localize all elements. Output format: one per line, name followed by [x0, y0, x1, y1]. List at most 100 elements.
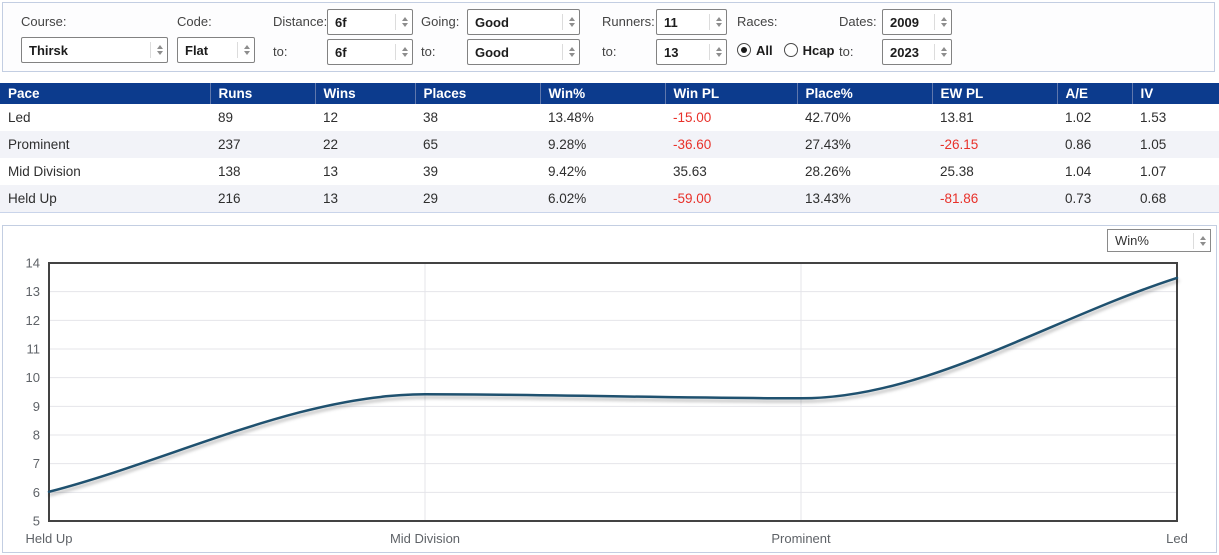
filter-panel: Course: Thirsk Code: Flat Distance: 6f t… — [2, 2, 1215, 72]
going-to-label: to: — [421, 44, 436, 59]
svg-text:14: 14 — [26, 256, 40, 271]
table-cell: -26.15 — [932, 131, 1057, 158]
column-header: Win PL — [664, 83, 797, 104]
table-cell: 39 — [423, 164, 439, 179]
svg-text:9: 9 — [33, 399, 40, 414]
distance-to-select[interactable]: 6f — [327, 39, 413, 65]
races-radio-hcap[interactable] — [783, 43, 798, 57]
table-cell: 9.28% — [540, 131, 665, 158]
table-cell: -59.00 — [665, 185, 797, 212]
svg-text:Prominent: Prominent — [771, 531, 831, 546]
spinner-icon — [934, 44, 947, 60]
column-header: Pace — [0, 83, 210, 104]
spinner-icon — [1193, 232, 1206, 249]
table-cell: 13.81 — [940, 110, 974, 125]
svg-text:5: 5 — [33, 514, 40, 529]
table-cell: 65 — [415, 131, 540, 158]
pace-stats-table: Pace Runs Wins Places Win% Win PL Place% EW PL A… — [0, 83, 1219, 213]
table-cell: Mid Division — [8, 164, 81, 179]
table-cell: 9.42% — [548, 164, 587, 179]
table-cell: 1.04 — [1065, 164, 1092, 179]
spinner-icon — [709, 44, 722, 60]
svg-text:Led: Led — [1166, 531, 1188, 546]
table-cell: 0.86 — [1057, 131, 1132, 158]
going-label: Going: — [421, 14, 460, 29]
svg-text:10: 10 — [26, 370, 40, 385]
table-cell: 22 — [315, 131, 415, 158]
code-label: Code: — [177, 14, 212, 29]
spinner-icon — [237, 42, 250, 58]
spinner-icon — [150, 42, 163, 58]
table-cell: 35.63 — [673, 164, 707, 179]
column-header: Wins — [314, 83, 415, 104]
table-cell: 216 — [210, 185, 315, 212]
column-header: Win% — [539, 83, 665, 104]
races-radio-all-label[interactable]: All — [756, 42, 773, 58]
table-cell: 89 — [218, 110, 234, 125]
spinner-icon — [395, 14, 408, 30]
table-cell: 28.26% — [805, 164, 851, 179]
dates-label: Dates: — [839, 14, 877, 29]
dates-to-select[interactable]: 2023 — [882, 39, 952, 65]
dates-from-select[interactable]: 2009 — [882, 9, 952, 35]
table-cell: 13.43% — [797, 185, 932, 212]
runners-from-select[interactable]: 11 — [656, 9, 727, 35]
spinner-icon — [709, 14, 722, 30]
races-label: Races: — [737, 14, 778, 29]
table-cell: 25.38 — [940, 164, 974, 179]
table-cell: 1.02 — [1065, 110, 1092, 125]
table-cell: Prominent — [0, 131, 210, 158]
column-header: A/E — [1056, 83, 1132, 104]
pace-chart-svg: 5 6 7 8 9 10 11 12 13 14 Held Up Mid Division Promin… — [26, 256, 1188, 547]
spinner-icon — [562, 44, 575, 60]
races-radio-group: All Hcap — [737, 41, 840, 59]
svg-text:12: 12 — [26, 313, 40, 328]
runners-to-label: to: — [602, 44, 617, 59]
going-to-select[interactable]: Good — [467, 39, 580, 65]
dates-to-label: to: — [839, 44, 854, 59]
races-radio-all[interactable] — [737, 43, 751, 57]
svg-text:Mid Division: Mid Division — [390, 531, 460, 546]
table-cell: 29 — [415, 185, 540, 212]
chart-metric-select[interactable]: Win% — [1107, 229, 1211, 252]
table-cell: 13 — [323, 164, 339, 179]
table-cell: 27.43% — [797, 131, 932, 158]
table-cell: Held Up — [0, 185, 210, 212]
table-row: Held Up 216 13 29 6.02% -59.00 13.43% -81.86 0.7… — [0, 185, 1219, 212]
table-cell: 42.70% — [805, 110, 851, 125]
svg-text:Held Up: Held Up — [26, 531, 73, 546]
table-cell: 0.68 — [1132, 185, 1219, 212]
distance-label: Distance: — [273, 14, 328, 29]
table-cell: 1.53 — [1140, 110, 1167, 125]
svg-text:7: 7 — [33, 456, 40, 471]
column-header: Places — [414, 83, 540, 104]
table-cell: 237 — [210, 131, 315, 158]
course-label: Course: — [21, 14, 67, 29]
table-cell: 1.05 — [1132, 131, 1219, 158]
code-select[interactable]: Flat — [177, 37, 255, 63]
going-from-select[interactable]: Good — [467, 9, 580, 35]
column-header: Runs — [209, 83, 315, 104]
table-cell: -15.00 — [673, 110, 712, 125]
spinner-icon — [562, 14, 575, 30]
distance-from-select[interactable]: 6f — [327, 9, 413, 35]
table-cell: 13 — [315, 185, 415, 212]
course-select[interactable]: Thirsk — [21, 37, 168, 63]
column-header: IV — [1131, 83, 1219, 104]
table-cell: 12 — [323, 110, 339, 125]
races-radio-hcap-label[interactable]: Hcap — [802, 42, 835, 58]
column-header: EW PL — [931, 83, 1057, 104]
chart-panel: Win% 5 6 7 8 9 10 11 12 13 14 Held Up Mid Division P… — [2, 225, 1217, 553]
table-row: Led 89 12 38 13.48% -15.00 42.70% 13.81 1.02 1.53 — [0, 104, 1219, 131]
runners-to-select[interactable]: 13 — [656, 39, 727, 65]
table-cell: Led — [8, 110, 31, 125]
spinner-icon — [395, 44, 408, 60]
svg-text:6: 6 — [33, 485, 40, 500]
distance-to-label: to: — [273, 44, 288, 59]
table-row: Prominent 237 22 65 9.28% -36.60 27.43% -26.15 0… — [0, 131, 1219, 158]
table-row: Mid Division 138 13 39 9.42% 35.63 28.26% 25.38… — [0, 158, 1219, 185]
table-cell: -81.86 — [932, 185, 1057, 212]
table-cell: 138 — [218, 164, 241, 179]
spinner-icon — [934, 14, 947, 30]
runners-label: Runners: — [602, 14, 655, 29]
